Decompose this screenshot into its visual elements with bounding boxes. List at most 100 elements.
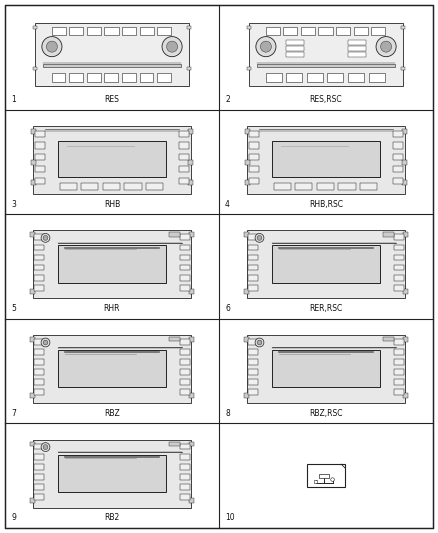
Text: 5: 5 [11, 304, 16, 313]
Bar [248, 379, 258, 385]
Bar [30, 232, 35, 237]
Bar [35, 274, 44, 280]
Bar [248, 349, 258, 355]
Bar [394, 274, 403, 280]
Bar [403, 232, 408, 237]
Text: 8: 8 [225, 409, 230, 418]
Bar [188, 180, 193, 185]
Bar [32, 129, 36, 134]
Bar [248, 255, 258, 261]
Bar [33, 26, 37, 29]
Bar [353, 27, 368, 35]
Bar [189, 393, 194, 398]
Bar [180, 265, 190, 270]
Bar [103, 183, 120, 190]
Bar [286, 46, 304, 51]
Bar [35, 285, 44, 290]
Bar [180, 464, 190, 470]
Bar [244, 232, 249, 237]
Bar [146, 183, 163, 190]
Bar [189, 232, 194, 237]
Bar [35, 484, 44, 490]
Bar [401, 26, 405, 29]
Bar [266, 73, 282, 83]
Bar [392, 131, 403, 136]
Bar [245, 129, 250, 134]
Bar [274, 183, 291, 190]
Bar [392, 178, 403, 184]
Bar [122, 27, 136, 35]
Bar [328, 73, 343, 83]
Bar [35, 464, 44, 470]
Circle shape [43, 445, 48, 449]
Text: RHB,RSC: RHB,RSC [309, 200, 343, 209]
Bar [286, 73, 302, 83]
Bar [30, 393, 35, 398]
Bar [394, 235, 403, 240]
Bar [180, 359, 190, 365]
Bar [307, 73, 323, 83]
Bar [348, 40, 366, 45]
Bar [35, 369, 44, 375]
Bar [42, 63, 181, 67]
Bar [180, 349, 190, 355]
Bar [248, 274, 258, 280]
Bar [394, 359, 403, 365]
Bar [104, 27, 119, 35]
Text: 6: 6 [225, 304, 230, 313]
Bar [35, 142, 46, 149]
Bar [180, 494, 190, 500]
Bar [257, 63, 396, 67]
Bar [30, 442, 35, 447]
Bar [33, 126, 191, 194]
Bar [371, 27, 385, 35]
Bar [188, 160, 193, 165]
Bar [248, 369, 258, 375]
Circle shape [41, 233, 50, 243]
Bar [403, 289, 408, 294]
Bar [265, 27, 280, 35]
Text: RBZ,RSC: RBZ,RSC [309, 409, 343, 418]
Bar [403, 337, 408, 342]
Bar [401, 67, 405, 70]
Bar [35, 166, 46, 172]
Circle shape [43, 340, 48, 345]
Bar [247, 230, 405, 298]
Text: RBZ: RBZ [104, 409, 120, 418]
Bar [368, 73, 385, 83]
Bar [169, 337, 180, 341]
Circle shape [257, 340, 262, 345]
Bar [392, 166, 403, 172]
Circle shape [257, 236, 262, 240]
Bar [247, 126, 405, 194]
Bar [189, 289, 194, 294]
Bar [104, 73, 118, 83]
Bar [244, 337, 249, 342]
Bar [189, 498, 194, 503]
Bar [248, 359, 258, 365]
Circle shape [376, 37, 396, 56]
Bar [248, 245, 258, 251]
Bar [30, 289, 35, 294]
Bar [307, 464, 345, 487]
Bar [248, 339, 258, 345]
Bar [180, 235, 190, 240]
Bar [189, 337, 194, 342]
Bar [58, 245, 166, 283]
Bar [35, 349, 44, 355]
Bar [319, 474, 328, 478]
Bar [180, 285, 190, 290]
Bar [348, 46, 366, 51]
Bar [124, 183, 141, 190]
Bar [392, 155, 403, 160]
Bar [314, 480, 317, 482]
Bar [394, 349, 403, 355]
Bar [58, 141, 166, 177]
Bar [283, 27, 297, 35]
Bar [248, 390, 258, 395]
Bar [179, 142, 189, 149]
Bar [394, 265, 403, 270]
Bar [383, 337, 394, 341]
Circle shape [166, 41, 178, 52]
Bar [189, 442, 194, 447]
